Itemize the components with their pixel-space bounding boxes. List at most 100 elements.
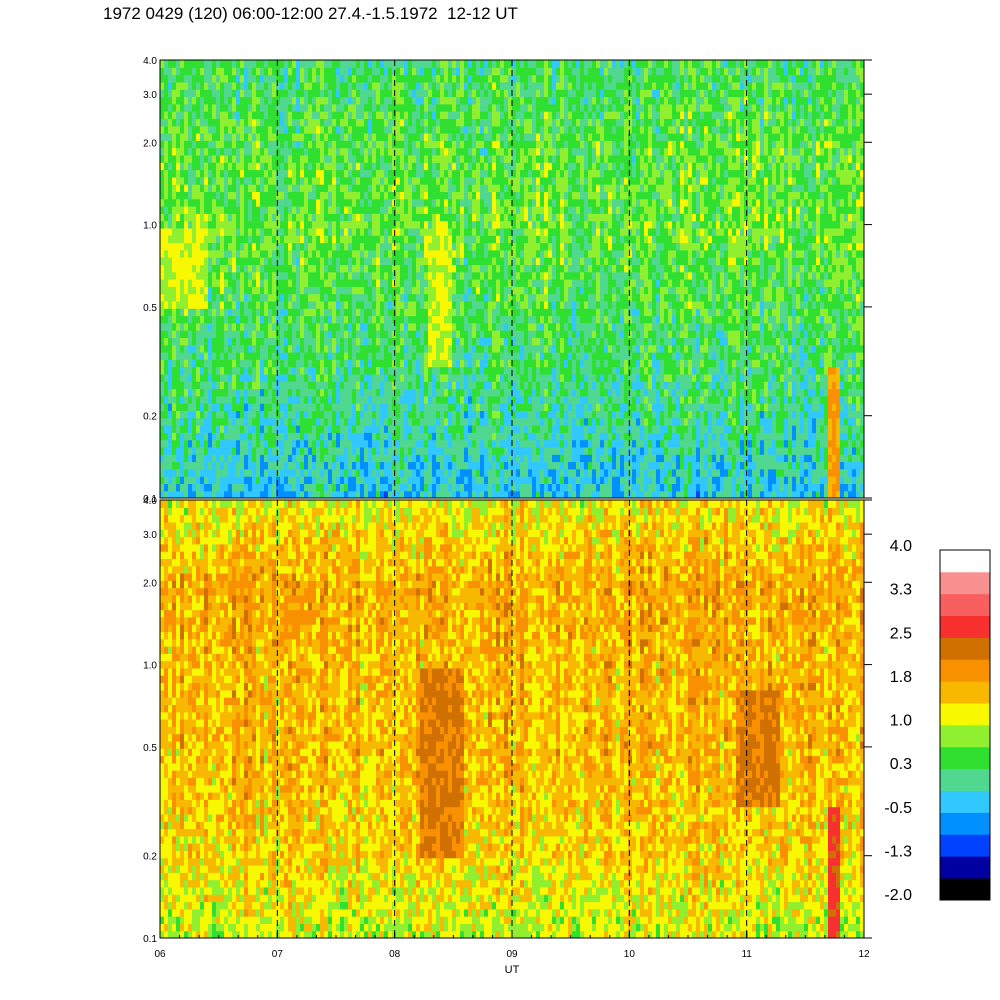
heatmap-cell: [196, 249, 201, 258]
heatmap-cell: [328, 125, 333, 134]
heatmap-cell: [216, 162, 221, 171]
heatmap-cell: [420, 103, 425, 112]
heatmap-cell: [324, 125, 329, 134]
heatmap-cell: [432, 483, 437, 492]
heatmap-cell: [348, 147, 353, 156]
heatmap-cell: [484, 461, 489, 470]
heatmap-cell: [300, 191, 305, 200]
heatmap-cell: [232, 198, 237, 207]
heatmap-cell: [260, 271, 265, 280]
heatmap-cell: [216, 373, 221, 382]
heatmap-cell: [404, 286, 409, 295]
heatmap-cell: [424, 410, 429, 419]
heatmap-cell: [420, 125, 425, 134]
heatmap-cell: [300, 74, 305, 83]
heatmap-cell: [396, 96, 401, 105]
heatmap-cell: [444, 154, 449, 163]
heatmap-cell: [232, 242, 237, 251]
heatmap-cell: [264, 293, 269, 302]
heatmap-cell: [292, 373, 297, 382]
heatmap-cell: [412, 403, 417, 411]
heatmap-cell: [384, 381, 389, 390]
heatmap-cell: [424, 468, 429, 477]
heatmap-cell: [432, 162, 437, 171]
heatmap-cell: [396, 490, 401, 498]
heatmap-cell: [468, 417, 473, 426]
heatmap-cell: [472, 293, 477, 302]
heatmap-cell: [304, 60, 309, 68]
heatmap-cell: [232, 373, 237, 382]
heatmap-cell: [232, 271, 237, 280]
heatmap-cell: [264, 352, 269, 360]
heatmap-cell: [464, 425, 469, 433]
heatmap-cell: [336, 483, 341, 492]
heatmap-cell: [380, 257, 385, 265]
heatmap-cell: [352, 147, 357, 156]
heatmap-cell: [372, 432, 377, 441]
heatmap-cell: [320, 271, 325, 280]
heatmap-cell: [352, 476, 357, 484]
heatmap-cell: [408, 359, 413, 368]
heatmap-cell: [276, 388, 281, 397]
heatmap-cell: [364, 300, 369, 309]
heatmap-cell: [176, 169, 181, 178]
heatmap-cell: [388, 279, 393, 287]
heatmap-cell: [208, 322, 213, 331]
heatmap-cell: [408, 344, 413, 353]
heatmap-cell: [348, 417, 353, 426]
heatmap-cell: [464, 191, 469, 200]
heatmap-cell: [216, 300, 221, 309]
heatmap-cell: [364, 308, 369, 317]
heatmap-cell: [272, 417, 277, 426]
heatmap-cell: [320, 388, 325, 397]
heatmap-cell: [312, 388, 317, 397]
heatmap-cell: [336, 410, 341, 419]
heatmap-cell: [468, 162, 473, 171]
heatmap-cell: [460, 446, 465, 455]
heatmap-cell: [320, 439, 325, 448]
heatmap-cell: [452, 425, 457, 433]
heatmap-cell: [468, 140, 473, 149]
heatmap-cell: [168, 235, 173, 244]
heatmap-cell: [472, 220, 477, 229]
heatmap-cell: [296, 446, 301, 455]
heatmap-cell: [304, 198, 309, 207]
heatmap-cell: [172, 81, 177, 90]
heatmap-cell: [464, 352, 469, 360]
heatmap-cell: [164, 176, 169, 185]
heatmap-cell: [388, 235, 393, 244]
heatmap-cell: [304, 279, 309, 287]
heatmap-cell: [320, 227, 325, 236]
heatmap-cell: [212, 133, 217, 141]
heatmap-cell: [196, 191, 201, 200]
heatmap-cell: [424, 293, 429, 302]
heatmap-cell: [428, 103, 433, 112]
heatmap-cell: [464, 96, 469, 105]
heatmap-cell: [420, 184, 425, 192]
heatmap-cell: [340, 191, 345, 200]
heatmap-cell: [256, 147, 261, 156]
heatmap-cell: [308, 118, 313, 127]
heatmap-cell: [200, 227, 205, 236]
heatmap-cell: [344, 337, 349, 346]
heatmap-cell: [416, 315, 421, 324]
heatmap-cell: [436, 403, 441, 411]
heatmap-cell: [440, 388, 445, 397]
heatmap-cell: [480, 133, 485, 141]
heatmap-cell: [176, 417, 181, 426]
heatmap-cell: [172, 67, 177, 76]
heatmap-cell: [392, 373, 397, 382]
heatmap-cell: [368, 242, 373, 251]
heatmap-cell: [320, 344, 325, 353]
heatmap-cell: [440, 300, 445, 309]
heatmap-cell: [164, 162, 169, 171]
heatmap-cell: [412, 490, 417, 498]
heatmap-cell: [276, 227, 281, 236]
heatmap-cell: [196, 264, 201, 273]
heatmap-cell: [280, 60, 285, 68]
heatmap-cell: [452, 322, 457, 331]
heatmap-cell: [188, 264, 193, 273]
heatmap-cell: [268, 125, 273, 134]
heatmap-cell: [376, 60, 381, 68]
heatmap-cell: [324, 446, 329, 455]
